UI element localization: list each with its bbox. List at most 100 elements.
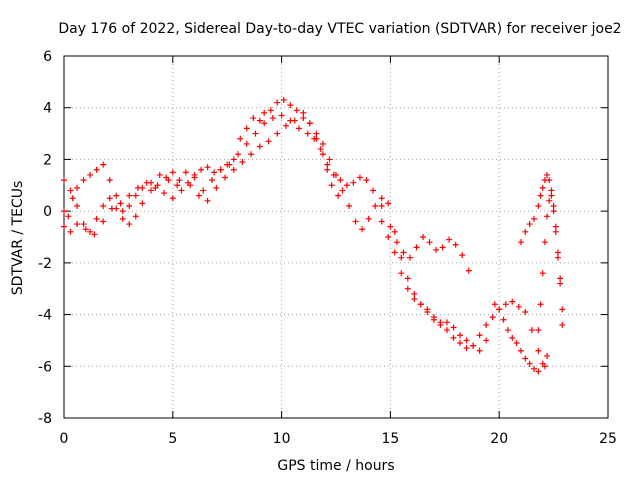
data-point bbox=[319, 140, 326, 147]
data-point bbox=[509, 298, 516, 305]
data-point bbox=[324, 166, 331, 173]
data-point bbox=[430, 314, 437, 321]
data-point bbox=[465, 267, 472, 274]
data-point bbox=[548, 192, 555, 199]
data-point bbox=[65, 213, 72, 220]
data-point bbox=[132, 192, 139, 199]
data-point bbox=[134, 184, 141, 191]
data-point bbox=[531, 215, 538, 222]
data-point bbox=[426, 239, 433, 246]
data-point bbox=[450, 324, 457, 331]
data-point bbox=[326, 156, 333, 163]
data-point bbox=[182, 169, 189, 176]
data-point bbox=[400, 249, 407, 256]
data-point bbox=[235, 151, 242, 158]
y-tick-label: 4 bbox=[43, 101, 52, 117]
data-point bbox=[450, 334, 457, 341]
data-point bbox=[446, 236, 453, 243]
data-point bbox=[346, 202, 353, 209]
data-point bbox=[126, 202, 133, 209]
data-point bbox=[541, 239, 548, 246]
x-tick-label: 0 bbox=[60, 431, 69, 447]
data-point bbox=[369, 187, 376, 194]
data-point bbox=[385, 234, 392, 240]
data-point bbox=[539, 270, 546, 277]
data-point bbox=[304, 130, 311, 137]
data-point bbox=[293, 107, 300, 114]
x-tick-label: 10 bbox=[273, 431, 291, 447]
data-point bbox=[222, 174, 229, 181]
data-point bbox=[535, 368, 542, 375]
data-point bbox=[148, 187, 155, 194]
data-point bbox=[261, 120, 268, 127]
data-point bbox=[411, 290, 418, 297]
data-point bbox=[559, 321, 566, 328]
data-point bbox=[100, 161, 107, 168]
data-point bbox=[378, 218, 385, 225]
data-point bbox=[452, 241, 459, 248]
data-point bbox=[335, 192, 342, 199]
data-point bbox=[550, 208, 557, 215]
data-point bbox=[476, 347, 483, 354]
data-point bbox=[208, 177, 215, 184]
data-point bbox=[526, 221, 533, 228]
data-point bbox=[504, 327, 511, 334]
data-point bbox=[359, 226, 366, 233]
data-point bbox=[80, 221, 87, 228]
data-point bbox=[387, 223, 394, 230]
data-point bbox=[93, 215, 100, 222]
series-track-a bbox=[61, 96, 342, 228]
y-tick-label: -6 bbox=[38, 359, 52, 375]
chart-title: Day 176 of 2022, Sidereal Day-to-day VTE… bbox=[58, 21, 621, 37]
data-point bbox=[74, 184, 81, 191]
data-point bbox=[496, 306, 503, 313]
series-track-g bbox=[535, 192, 566, 334]
data-point bbox=[459, 252, 466, 259]
data-point bbox=[243, 125, 250, 132]
data-point bbox=[535, 202, 542, 209]
data-point bbox=[554, 254, 561, 261]
data-point bbox=[291, 117, 298, 124]
data-point bbox=[313, 130, 320, 137]
data-point bbox=[404, 285, 411, 292]
plot-frame bbox=[63, 55, 609, 419]
data-point bbox=[282, 122, 289, 129]
data-point bbox=[139, 200, 146, 207]
data-point bbox=[261, 109, 268, 116]
data-point bbox=[317, 146, 324, 153]
data-point bbox=[337, 177, 344, 184]
data-point bbox=[69, 195, 76, 202]
data-point bbox=[67, 187, 74, 194]
data-point bbox=[280, 96, 287, 103]
y-tick-label: -4 bbox=[38, 308, 52, 324]
data-point bbox=[559, 306, 566, 313]
data-point bbox=[93, 166, 100, 173]
data-point bbox=[537, 192, 544, 199]
data-point bbox=[328, 182, 335, 189]
data-point bbox=[256, 117, 263, 124]
series-track-f bbox=[517, 171, 566, 313]
data-point bbox=[74, 202, 81, 209]
data-point bbox=[463, 337, 470, 344]
data-point bbox=[443, 319, 450, 326]
data-point bbox=[306, 120, 313, 127]
data-point bbox=[535, 347, 542, 354]
data-point bbox=[87, 171, 94, 178]
data-point bbox=[554, 249, 561, 256]
series-track-c bbox=[61, 115, 490, 354]
data-point bbox=[483, 337, 490, 344]
data-point bbox=[108, 205, 115, 212]
data-point bbox=[256, 143, 263, 150]
data-point bbox=[550, 202, 557, 209]
data-point bbox=[535, 327, 542, 334]
data-point bbox=[61, 223, 67, 230]
data-point bbox=[372, 202, 379, 209]
data-point bbox=[324, 161, 331, 168]
data-point bbox=[67, 228, 74, 235]
data-point bbox=[385, 200, 392, 207]
data-point bbox=[544, 352, 551, 359]
data-point bbox=[417, 301, 424, 308]
y-tick-label: 6 bbox=[43, 49, 52, 65]
data-point bbox=[143, 179, 150, 186]
